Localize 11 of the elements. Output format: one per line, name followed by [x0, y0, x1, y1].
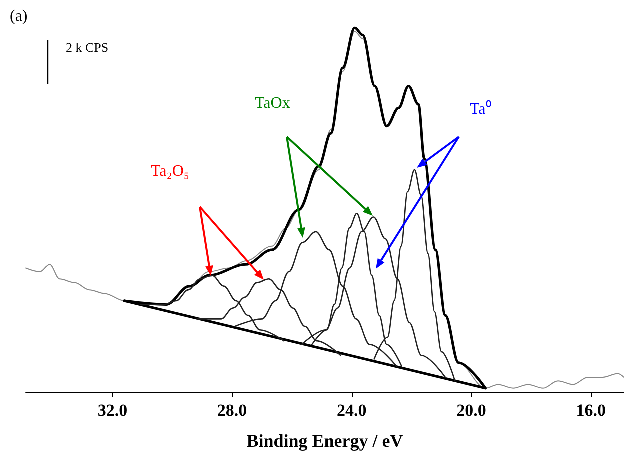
x-tick-label: 28.0 — [217, 401, 248, 420]
annotation: TaOx — [255, 95, 290, 113]
x-tick-label: 32.0 — [98, 401, 128, 420]
text: (a) — [10, 8, 28, 26]
x-tick-label: 16.0 — [576, 401, 606, 420]
x-tick-label: 24.0 — [337, 401, 367, 420]
x-tick-label: 20.0 — [456, 401, 486, 420]
annotation: Ta⁰ — [470, 99, 492, 119]
annotation: 2 k CPS — [66, 40, 109, 56]
annotation: Ta₂O₅ — [151, 163, 190, 181]
x-axis-title: Binding Energy / eV — [246, 431, 404, 451]
